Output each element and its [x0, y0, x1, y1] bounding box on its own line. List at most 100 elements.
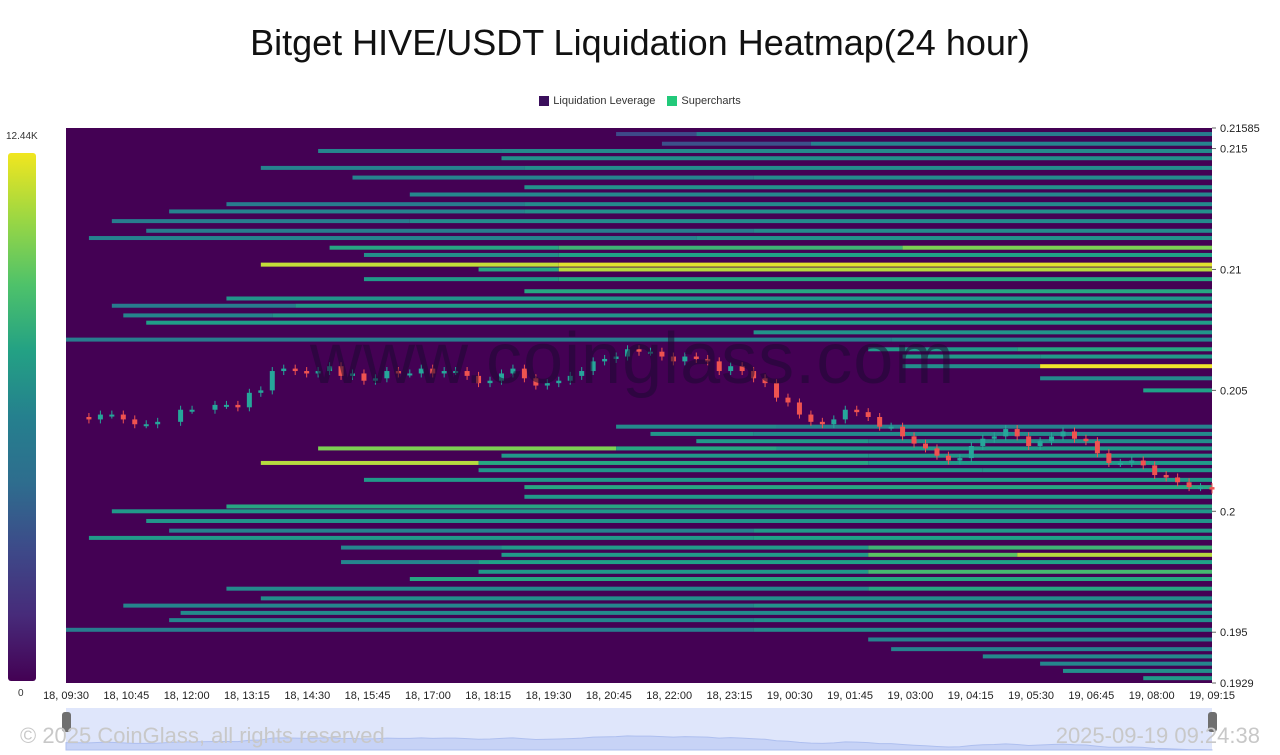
price-candle — [1163, 475, 1169, 478]
price-candle — [223, 404, 229, 407]
liquidation-band — [501, 156, 1213, 161]
x-tick-label: 18, 18:15 — [465, 690, 511, 702]
y-tick-label: 0.21585 — [1220, 123, 1260, 135]
liquidation-band — [524, 289, 1212, 294]
liquidation-band — [501, 148, 1213, 153]
price-candle — [900, 426, 906, 437]
liquidation-band — [1040, 661, 1212, 666]
liquidation-band — [753, 535, 1212, 540]
price-candle — [327, 366, 333, 372]
liquidation-band — [868, 569, 1212, 574]
liquidation-band — [501, 552, 869, 557]
liquidation-band — [478, 560, 1212, 565]
price-candle — [86, 416, 92, 420]
liquidation-band — [891, 337, 1212, 342]
liquidation-band — [318, 446, 617, 451]
liquidation-band — [88, 535, 754, 540]
price-candle — [831, 419, 837, 425]
liquidation-band — [341, 545, 502, 550]
price-candle — [109, 414, 115, 417]
liquidation-band — [226, 296, 1212, 301]
liquidation-band — [868, 552, 1018, 557]
price-candle — [407, 373, 413, 376]
liquidation-band — [226, 586, 869, 591]
liquidation-band — [146, 320, 1213, 325]
navigator-handle-right[interactable] — [1208, 712, 1217, 732]
price-candle — [1049, 436, 1055, 442]
liquidation-band — [524, 209, 1212, 214]
price-candle — [533, 378, 539, 386]
price-candle — [796, 402, 802, 415]
y-tick-label: 0.1929 — [1220, 678, 1254, 690]
liquidation-band — [111, 219, 410, 224]
liquidation-band — [341, 560, 479, 565]
x-tick-label: 18, 13:15 — [224, 690, 270, 702]
price-candle — [1106, 453, 1112, 463]
liquidation-band — [776, 446, 1212, 451]
price-candle — [1060, 431, 1066, 437]
price-candle — [292, 368, 298, 372]
price-candle — [945, 455, 951, 461]
liquidation-band — [753, 330, 1212, 335]
liquidation-band — [616, 446, 777, 451]
price-candle — [281, 368, 287, 372]
price-candle — [1094, 441, 1100, 454]
navigator-handle-left[interactable] — [62, 712, 71, 732]
liquidation-band — [260, 262, 559, 267]
price-candle — [418, 368, 424, 374]
colorbar — [8, 153, 36, 681]
liquidation-band — [868, 545, 1212, 550]
liquidation-band — [123, 313, 273, 318]
liquidation-band — [558, 267, 1212, 272]
liquidation-band — [226, 504, 1212, 509]
colorbar-max-label: 12.44K — [6, 131, 38, 142]
liquidation-band — [169, 209, 525, 214]
price-candle — [350, 373, 355, 376]
liquidation-band — [753, 603, 1212, 608]
y-tick-label: 0.205 — [1220, 385, 1248, 397]
liquidation-band — [982, 654, 1212, 659]
liquidation-band — [868, 637, 1212, 642]
price-candle — [315, 371, 321, 374]
liquidation-band — [891, 647, 1212, 652]
legend-item-supercharts[interactable]: Supercharts — [667, 95, 741, 107]
price-candle — [659, 351, 665, 357]
liquidation-band — [260, 460, 479, 465]
price-candle — [751, 371, 757, 379]
price-candle — [625, 349, 631, 357]
liquidation-band — [902, 354, 1041, 359]
price-candle — [579, 371, 585, 376]
price-candle — [957, 458, 963, 461]
price-candle — [1083, 438, 1089, 442]
price-candle — [762, 378, 768, 384]
liquidation-band — [696, 132, 1212, 137]
price-candle — [1129, 460, 1135, 463]
price-candle — [991, 436, 997, 439]
price-candle — [888, 426, 894, 429]
liquidation-band — [558, 277, 1212, 282]
price-candle — [693, 356, 699, 359]
liquidation-band — [524, 185, 1212, 190]
price-candle — [1117, 462, 1123, 465]
chart-title: Bitget HIVE/USDT Liquidation Heatmap(24 … — [250, 22, 1030, 63]
price-candle — [498, 373, 504, 381]
price-candle — [372, 378, 378, 381]
price-candle — [911, 436, 917, 444]
liquidation-band — [260, 165, 525, 170]
liquidation-band — [111, 509, 1213, 514]
x-tick-label: 18, 10:45 — [103, 690, 149, 702]
price-candle — [1152, 465, 1158, 476]
liquidation-band — [753, 627, 1212, 632]
price-candle — [1037, 441, 1043, 447]
price-candle — [774, 383, 780, 398]
y-tick-label: 0.21 — [1220, 264, 1241, 276]
liquidation-band — [478, 267, 559, 272]
x-tick-label: 18, 17:00 — [405, 690, 451, 702]
price-candle — [521, 368, 527, 379]
liquidation-band — [352, 175, 754, 180]
legend-item-liquidation-leverage[interactable]: Liquidation Leverage — [539, 95, 655, 107]
liquidation-band — [146, 518, 1213, 523]
price-candle — [1003, 429, 1009, 437]
price-candle — [395, 371, 401, 374]
liquidation-band — [1143, 676, 1212, 681]
